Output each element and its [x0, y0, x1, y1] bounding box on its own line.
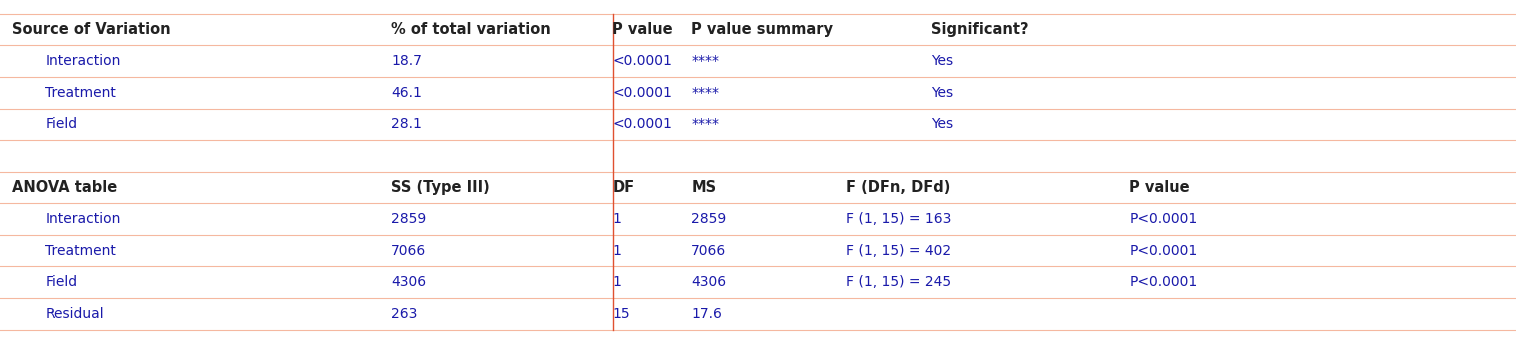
Text: Treatment: Treatment: [45, 86, 117, 100]
Text: MS: MS: [691, 180, 717, 195]
Text: Interaction: Interaction: [45, 212, 121, 226]
Text: F (1, 15) = 245: F (1, 15) = 245: [846, 275, 951, 289]
Text: 2859: 2859: [391, 212, 426, 226]
Text: 7066: 7066: [691, 244, 726, 258]
Text: Residual: Residual: [45, 307, 105, 321]
Text: 17.6: 17.6: [691, 307, 722, 321]
Text: 15: 15: [612, 307, 631, 321]
Text: 1: 1: [612, 275, 622, 289]
Text: Field: Field: [45, 275, 77, 289]
Text: <0.0001: <0.0001: [612, 117, 672, 132]
Text: Interaction: Interaction: [45, 54, 121, 68]
Text: 46.1: 46.1: [391, 86, 421, 100]
Text: P value: P value: [612, 22, 673, 37]
Text: DF: DF: [612, 180, 635, 195]
Text: Yes: Yes: [931, 117, 954, 132]
Text: 28.1: 28.1: [391, 117, 421, 132]
Text: Yes: Yes: [931, 86, 954, 100]
Text: Source of Variation: Source of Variation: [12, 22, 171, 37]
Text: ANOVA table: ANOVA table: [12, 180, 117, 195]
Text: Treatment: Treatment: [45, 244, 117, 258]
Text: F (1, 15) = 402: F (1, 15) = 402: [846, 244, 951, 258]
Text: Significant?: Significant?: [931, 22, 1028, 37]
Text: ****: ****: [691, 86, 719, 100]
Text: 263: 263: [391, 307, 417, 321]
Text: 2859: 2859: [691, 212, 726, 226]
Text: <0.0001: <0.0001: [612, 54, 672, 68]
Text: ****: ****: [691, 54, 719, 68]
Text: F (DFn, DFd): F (DFn, DFd): [846, 180, 951, 195]
Text: Field: Field: [45, 117, 77, 132]
Text: 4306: 4306: [391, 275, 426, 289]
Text: 18.7: 18.7: [391, 54, 421, 68]
Text: P value: P value: [1129, 180, 1190, 195]
Text: 1: 1: [612, 244, 622, 258]
Text: SS (Type III): SS (Type III): [391, 180, 490, 195]
Text: 1: 1: [612, 212, 622, 226]
Text: F (1, 15) = 163: F (1, 15) = 163: [846, 212, 952, 226]
Text: % of total variation: % of total variation: [391, 22, 550, 37]
Text: <0.0001: <0.0001: [612, 86, 672, 100]
Text: Yes: Yes: [931, 54, 954, 68]
Text: P<0.0001: P<0.0001: [1129, 212, 1198, 226]
Text: 7066: 7066: [391, 244, 426, 258]
Text: P<0.0001: P<0.0001: [1129, 244, 1198, 258]
Text: 4306: 4306: [691, 275, 726, 289]
Text: P<0.0001: P<0.0001: [1129, 275, 1198, 289]
Text: ****: ****: [691, 117, 719, 132]
Text: P value summary: P value summary: [691, 22, 834, 37]
